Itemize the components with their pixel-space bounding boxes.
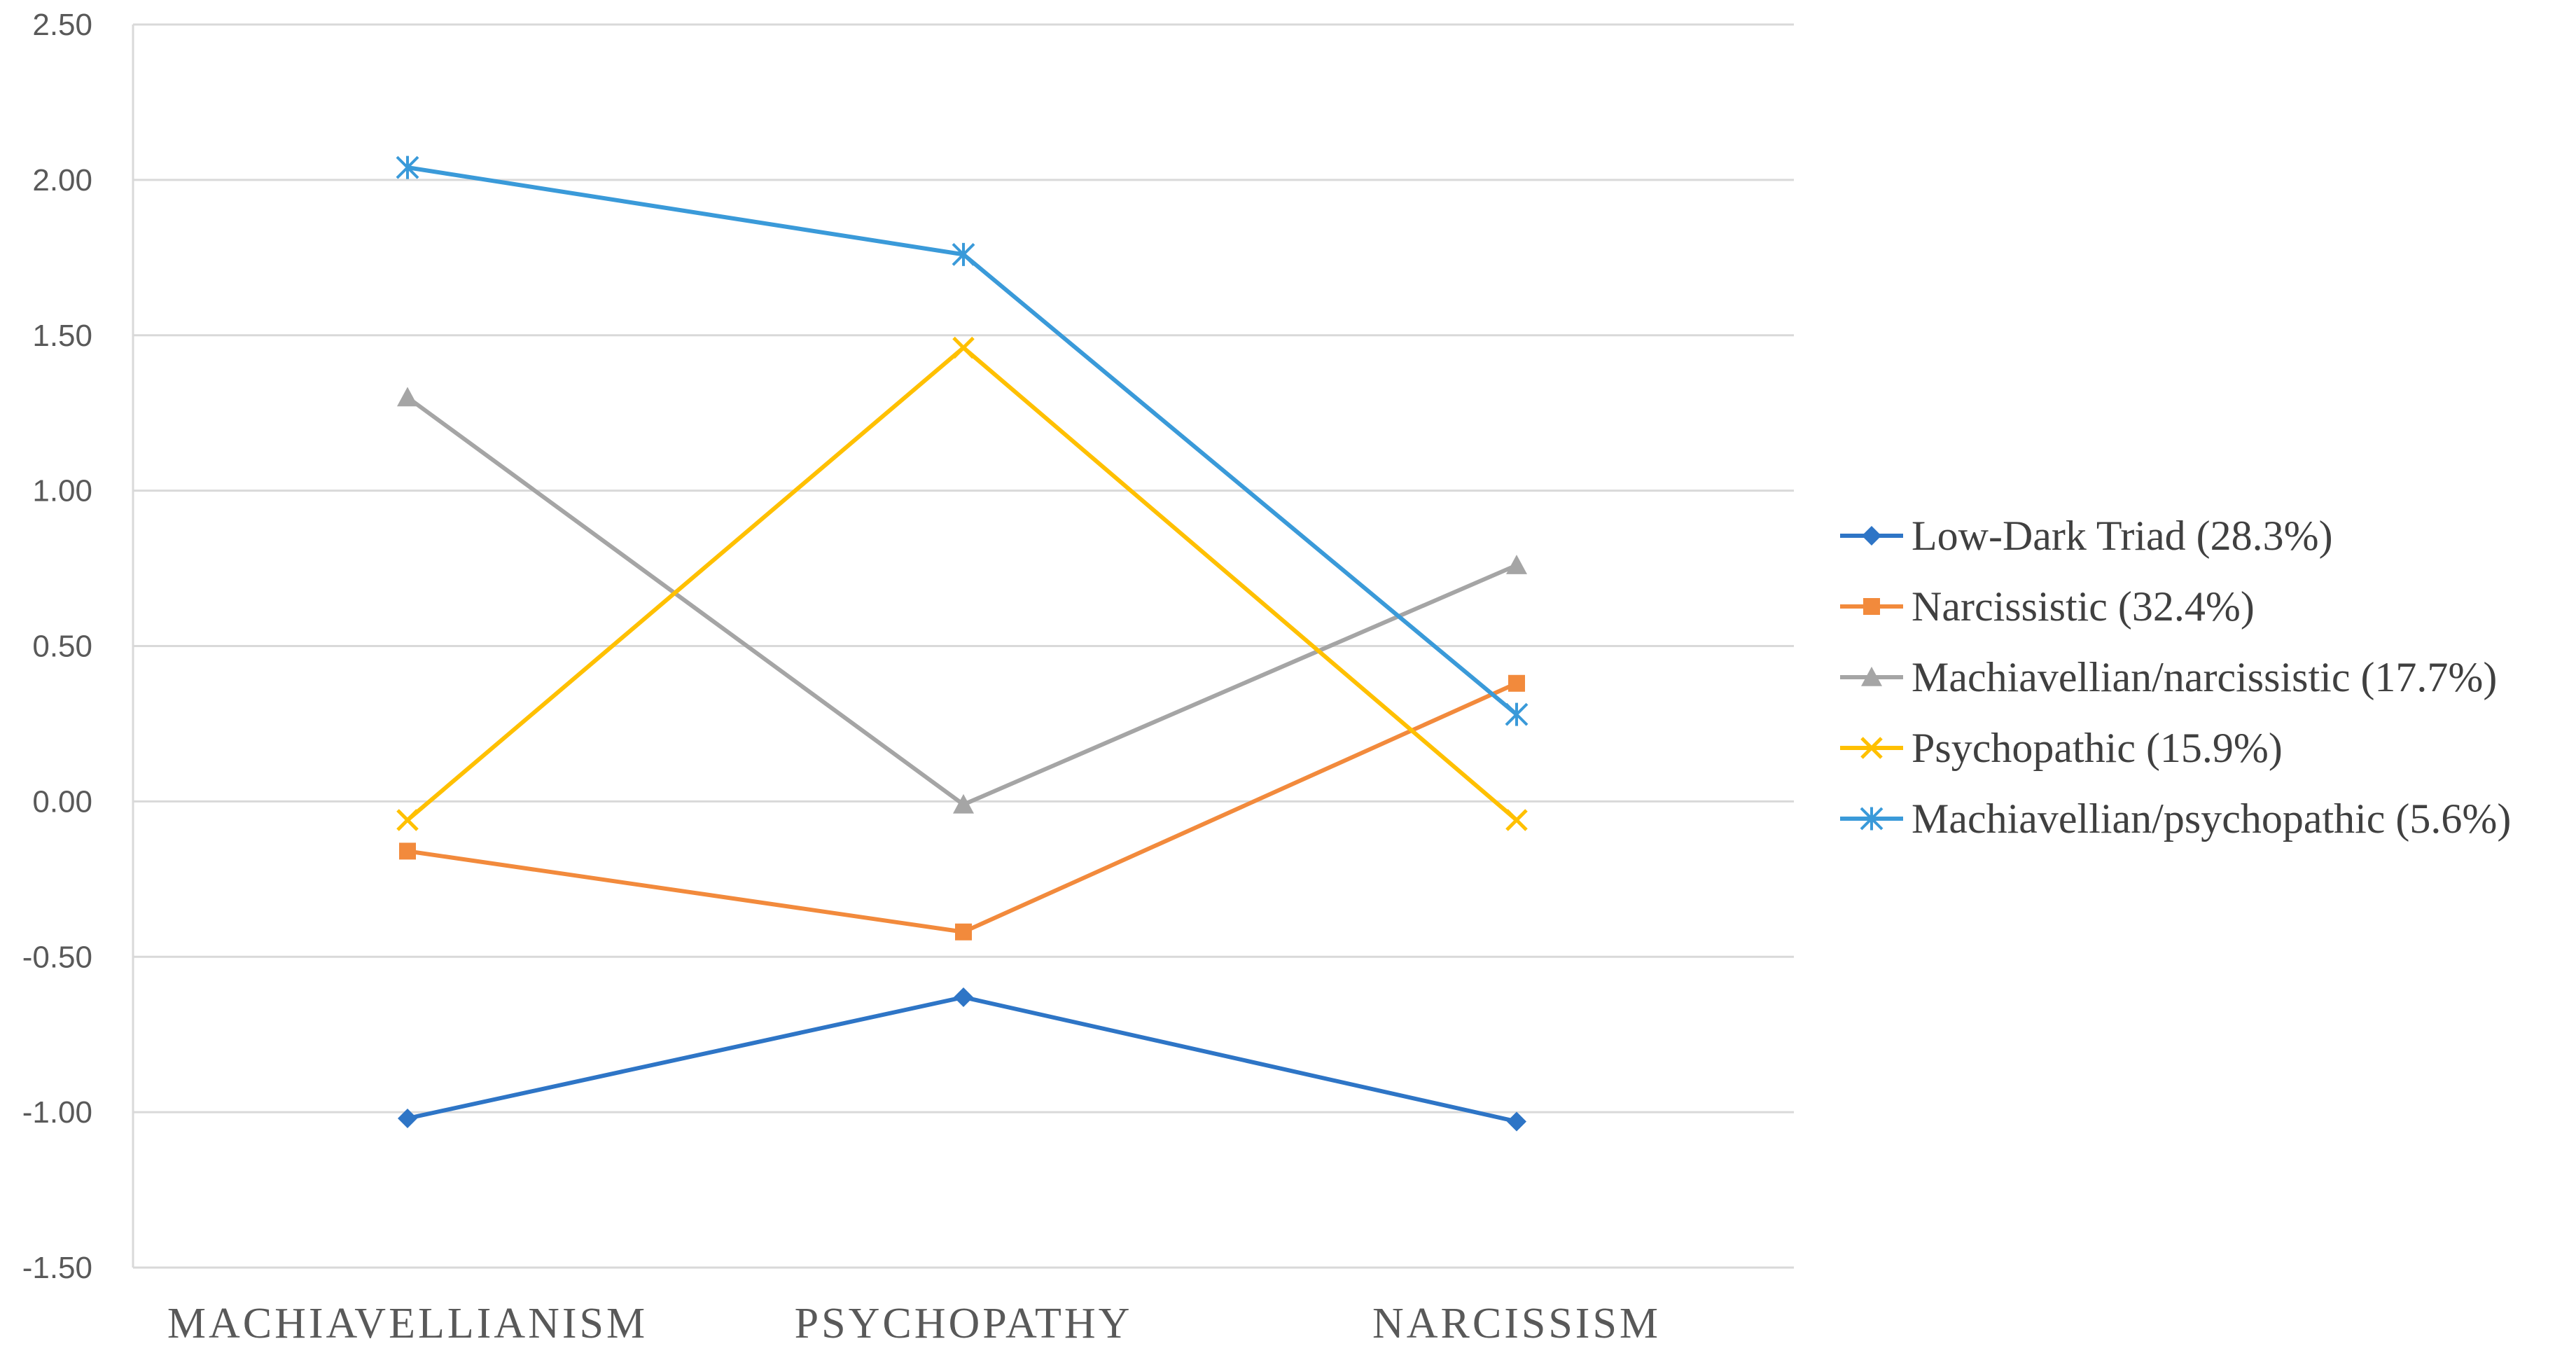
- data-point: [952, 336, 975, 359]
- series-3: [397, 387, 1527, 814]
- legend-marker: [1860, 737, 1883, 759]
- legend-item: Machiavellian/narcissistic (17.7%): [1840, 654, 2497, 700]
- legend-label: Low-Dark Triad (28.3%): [1912, 513, 2333, 559]
- series-4: [396, 336, 1528, 831]
- series-line: [407, 994, 1517, 1124]
- legend-marker: [1861, 667, 1882, 686]
- legend-item: Narcissistic (32.4%): [1840, 583, 2255, 630]
- series-2: [399, 674, 1525, 941]
- y-tick-label: 2.00: [32, 163, 92, 197]
- y-tick-label: 0.50: [32, 630, 92, 664]
- legend-label: Psychopathic (15.9%): [1912, 725, 2283, 771]
- gridlines: [132, 23, 1794, 1269]
- x-tick-label: PSYCHOPATHY: [795, 1300, 1133, 1347]
- legend: Low-Dark Triad (28.3%) Narcissistic (32.4…: [1840, 513, 2511, 842]
- series-1: [398, 987, 1526, 1132]
- legend-label: Machiavellian/psychopathic (5.6%): [1912, 796, 2511, 842]
- data-point: [953, 793, 974, 814]
- data-point: [398, 1109, 417, 1128]
- legend-item: Low-Dark Triad (28.3%): [1840, 513, 2333, 559]
- legend-marker: [1860, 807, 1884, 831]
- data-point: [955, 923, 972, 941]
- series-lines: [396, 155, 1529, 1132]
- legend-marker: [1862, 526, 1881, 546]
- y-tick-label: 1.00: [32, 474, 92, 508]
- legend-label: Narcissistic (32.4%): [1912, 583, 2255, 630]
- y-tick-label: -1.00: [22, 1095, 92, 1130]
- y-tick-label: 2.50: [32, 8, 92, 42]
- data-point: [397, 387, 418, 407]
- y-axis-ticks: 2.50 2.00 1.50 1.00 0.50 0.00 -0.50 -1.00 -1.50: [22, 8, 92, 1285]
- data-point: [396, 809, 419, 831]
- y-tick-label: 1.50: [32, 319, 92, 353]
- data-point: [396, 155, 419, 179]
- data-point: [1505, 702, 1529, 726]
- data-point: [954, 987, 973, 1007]
- data-point: [1508, 674, 1525, 692]
- legend-item: Machiavellian/psychopathic (5.6%): [1840, 796, 2511, 842]
- y-tick-label: -1.50: [22, 1251, 92, 1285]
- legend-label: Machiavellian/narcissistic (17.7%): [1912, 654, 2497, 700]
- y-tick-label: -0.50: [22, 940, 92, 974]
- x-tick-label: MACHIAVELLIANISM: [167, 1300, 648, 1347]
- data-point: [1505, 809, 1528, 831]
- data-point: [399, 842, 416, 860]
- series-line: [406, 345, 1518, 822]
- x-tick-label: NARCISSISM: [1372, 1300, 1661, 1347]
- series-5: [396, 155, 1529, 726]
- data-point: [952, 242, 975, 266]
- series-line: [406, 396, 1518, 807]
- data-point: [1507, 1111, 1526, 1132]
- legend-marker: [1863, 598, 1880, 615]
- data-point: [1506, 555, 1527, 574]
- legend-item: Psychopathic (15.9%): [1840, 725, 2283, 771]
- x-axis-ticks: MACHIAVELLIANISM PSYCHOPATHY NARCISSISM: [167, 1300, 1661, 1347]
- y-tick-label: 0.00: [32, 784, 92, 819]
